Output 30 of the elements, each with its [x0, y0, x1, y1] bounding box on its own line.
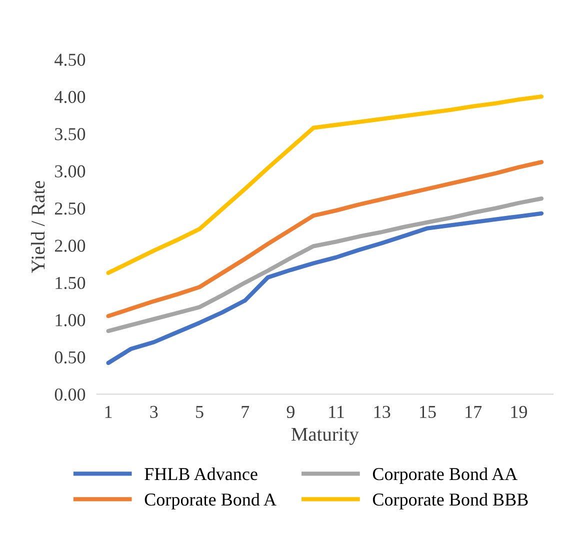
y-tick-label: 2.50 — [54, 202, 86, 215]
legend-label: Corporate Bond AA — [372, 467, 518, 484]
x-tick-label: 13 — [374, 406, 390, 418]
x-tick-label: 11 — [329, 406, 344, 418]
y-tick-label: 0.00 — [54, 388, 86, 401]
legend-label: FHLB Advance — [144, 467, 258, 480]
x-tick-label: 3 — [150, 406, 158, 418]
x-tick-label: 7 — [242, 406, 250, 418]
line-series — [106, 211, 544, 366]
y-tick-label: 0.50 — [54, 351, 86, 364]
x-tick-label: 5 — [196, 406, 204, 418]
x-tick-label: 15 — [420, 406, 436, 418]
legend-label: Corporate Bond BBB — [372, 492, 528, 510]
y-tick-label: 1.00 — [56, 314, 86, 326]
y-tick-label: 3.50 — [55, 128, 86, 140]
line-series — [106, 94, 544, 276]
line-series — [106, 160, 544, 318]
y-axis-title: Yield / Rate — [31, 181, 45, 274]
x-tick-label: 9 — [286, 406, 294, 418]
line-series — [106, 196, 544, 334]
y-tick-label: 1.50 — [56, 276, 86, 290]
y-tick-label: 4.00 — [54, 90, 86, 104]
x-tick-label: 1 — [105, 406, 112, 418]
y-tick-label: 2.00 — [54, 240, 86, 252]
x-axis-title: Maturity — [291, 428, 359, 445]
y-tick-label: 3.00 — [55, 165, 86, 178]
y-tick-label: 4.50 — [54, 54, 86, 66]
legend-label: Corporate Bond A — [144, 492, 276, 510]
x-tick-label: 19 — [511, 406, 527, 418]
x-tick-label: 17 — [466, 406, 482, 418]
